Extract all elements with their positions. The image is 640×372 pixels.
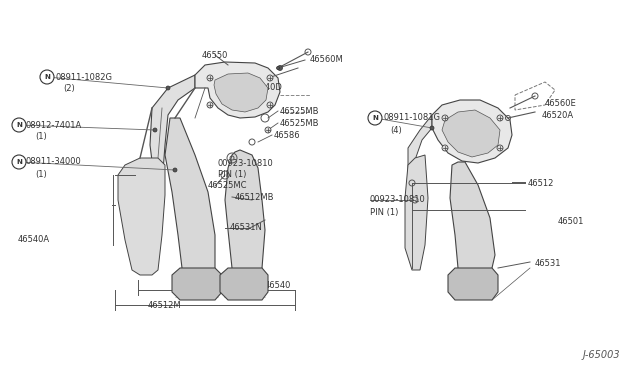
Text: 08911-1081G: 08911-1081G [383, 113, 440, 122]
Circle shape [153, 128, 157, 132]
Polygon shape [442, 110, 500, 157]
Polygon shape [165, 118, 215, 278]
Text: 08911-34000: 08911-34000 [26, 157, 82, 167]
Polygon shape [432, 100, 512, 163]
Text: J-65003: J-65003 [582, 350, 620, 360]
Circle shape [40, 70, 54, 84]
Text: 46525MB: 46525MB [280, 106, 319, 115]
Text: 46560M: 46560M [310, 55, 344, 64]
Text: 46531N: 46531N [230, 224, 263, 232]
Circle shape [276, 67, 280, 70]
Circle shape [173, 168, 177, 172]
Text: PIN (1): PIN (1) [370, 208, 398, 217]
Polygon shape [405, 155, 428, 270]
Polygon shape [118, 158, 165, 275]
Circle shape [442, 145, 448, 151]
Text: 46512M: 46512M [148, 301, 182, 310]
Circle shape [430, 126, 434, 130]
Text: 46540D: 46540D [250, 83, 283, 93]
Circle shape [368, 111, 382, 125]
Polygon shape [172, 268, 222, 300]
Text: (2): (2) [63, 84, 75, 93]
Polygon shape [214, 73, 268, 112]
Polygon shape [448, 268, 498, 300]
Circle shape [12, 118, 26, 132]
Circle shape [278, 65, 282, 71]
Text: 46525MB: 46525MB [280, 119, 319, 128]
Text: N: N [372, 115, 378, 121]
Circle shape [442, 115, 448, 121]
Circle shape [12, 155, 26, 169]
Text: 46586: 46586 [274, 131, 301, 140]
Text: 46540: 46540 [265, 280, 291, 289]
Text: 46525MC: 46525MC [208, 182, 248, 190]
Text: 08912-7401A: 08912-7401A [26, 121, 83, 129]
Circle shape [267, 102, 273, 108]
Text: 46550: 46550 [202, 51, 228, 60]
Polygon shape [225, 150, 265, 278]
Polygon shape [408, 115, 432, 195]
Circle shape [207, 102, 213, 108]
Polygon shape [195, 62, 280, 118]
Polygon shape [450, 162, 495, 278]
Text: 46512MB: 46512MB [235, 192, 275, 202]
Text: 08911-1082G: 08911-1082G [55, 73, 112, 81]
Circle shape [497, 115, 503, 121]
Text: N: N [16, 159, 22, 165]
Text: N: N [16, 122, 22, 128]
Text: (1): (1) [35, 170, 47, 179]
Text: PIN (1): PIN (1) [218, 170, 246, 180]
Circle shape [166, 86, 170, 90]
Text: (4): (4) [390, 125, 402, 135]
Text: 00923-10810: 00923-10810 [370, 196, 426, 205]
Text: N: N [44, 74, 50, 80]
Text: 46531: 46531 [535, 259, 561, 267]
Polygon shape [150, 75, 195, 185]
Text: 46560E: 46560E [545, 99, 577, 109]
Text: 46501: 46501 [558, 218, 584, 227]
Text: (1): (1) [35, 132, 47, 141]
Circle shape [267, 75, 273, 81]
Text: 46540A: 46540A [18, 235, 50, 244]
Circle shape [497, 145, 503, 151]
Circle shape [207, 75, 213, 81]
Text: 46520A: 46520A [542, 112, 574, 121]
Polygon shape [220, 268, 268, 300]
Text: 46512MA: 46512MA [175, 280, 214, 289]
Text: 46512: 46512 [528, 179, 554, 187]
Circle shape [265, 127, 271, 133]
Text: 00923-10810: 00923-10810 [218, 160, 274, 169]
